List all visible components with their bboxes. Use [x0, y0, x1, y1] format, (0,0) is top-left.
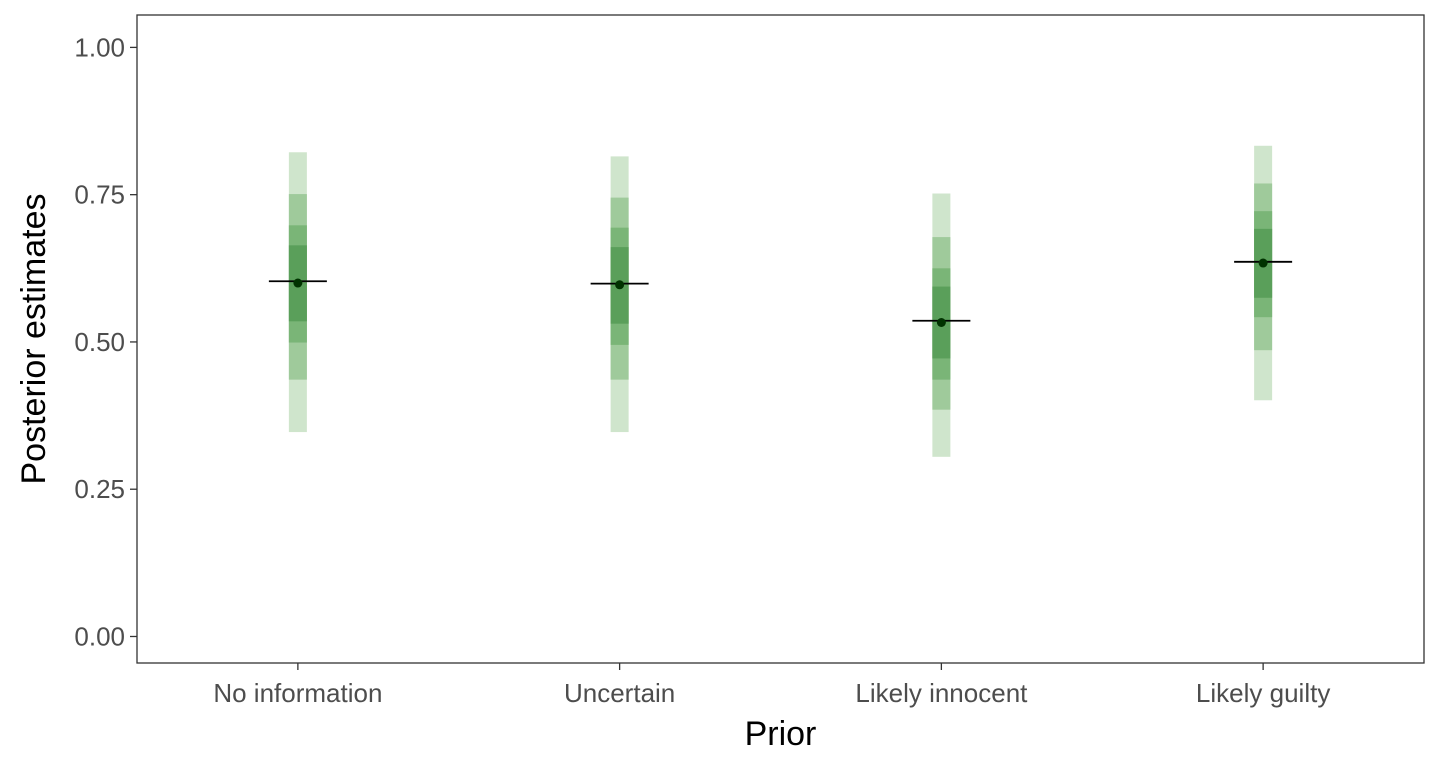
estimate-point: [936, 318, 946, 328]
interval-group: [912, 193, 971, 457]
plot-panel-border: [136, 14, 1425, 664]
y-tick-label: 0.25: [74, 474, 125, 504]
x-tick-label: No information: [213, 678, 382, 708]
x-tick-label: Likely innocent: [855, 678, 1028, 708]
estimate-point: [293, 278, 303, 288]
y-axis: 0.00 0.25 0.50 0.75 1.00: [74, 32, 137, 651]
interval-group: [268, 152, 327, 433]
estimate-point: [1258, 258, 1268, 268]
x-axis: No information Uncertain Likely innocent Li…: [213, 663, 1330, 708]
y-tick-label: 1.00: [74, 32, 125, 62]
y-tick-label: 0.00: [74, 621, 125, 651]
estimate-point: [615, 280, 625, 290]
y-tick-label: 0.75: [74, 180, 125, 210]
y-axis-title: Posterior estimates: [15, 194, 53, 485]
chart-marks: [268, 145, 1293, 457]
x-tick-label: Likely guilty: [1196, 678, 1330, 708]
x-tick-label: Uncertain: [564, 678, 675, 708]
x-axis-title: Prior: [745, 715, 817, 753]
interval-group: [1234, 145, 1293, 401]
y-tick-label: 0.50: [74, 327, 125, 357]
interval-group: [590, 156, 649, 433]
